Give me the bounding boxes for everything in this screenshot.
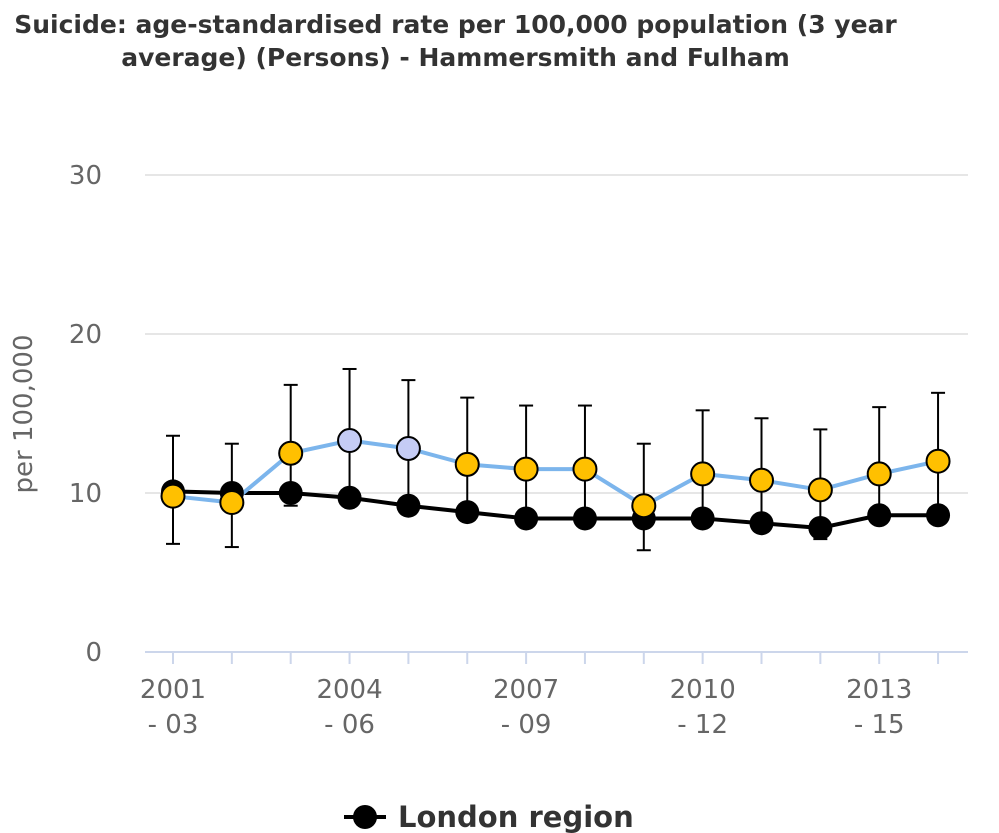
data-point-area[interactable] <box>572 456 598 482</box>
y-tick-label: 10 <box>69 479 102 509</box>
data-point-area[interactable] <box>807 477 833 503</box>
data-point-london-region[interactable] <box>867 503 892 528</box>
y-axis-label: per 100,000 <box>9 335 39 494</box>
data-point-london-region[interactable] <box>396 493 421 518</box>
data-point-area[interactable] <box>749 467 774 493</box>
x-tick-label: 2013- 15 <box>846 675 912 740</box>
x-axis-tick-labels: 2001- 03 2004- 06 2007- 09 2010- 12 2013- 15 <box>140 675 912 740</box>
data-point-london-region[interactable] <box>690 506 715 531</box>
data-point-london-region[interactable] <box>278 481 303 505</box>
data-point-london-region[interactable] <box>808 515 833 540</box>
data-point-area[interactable] <box>690 461 716 487</box>
y-tick-label: 0 <box>85 638 102 668</box>
x-tick-label: 2007- 09 <box>493 675 559 740</box>
x-axis <box>145 651 968 664</box>
data-point-area[interactable] <box>513 456 539 482</box>
chart-title: Suicide: age-standardised rate per 100,0… <box>0 8 911 74</box>
data-point-london-region[interactable] <box>337 485 362 510</box>
data-point-london-region[interactable] <box>455 500 480 525</box>
data-point-london-region[interactable] <box>572 506 597 531</box>
legend-label-london-region: London region <box>398 800 634 833</box>
data-point-area[interactable] <box>219 490 245 516</box>
data-point-area[interactable] <box>631 493 657 519</box>
x-tick-label: 2004- 06 <box>316 675 382 740</box>
y-tick-label: 20 <box>69 320 102 350</box>
data-point-area[interactable] <box>160 483 186 509</box>
data-point-area[interactable] <box>337 428 363 454</box>
legend[interactable]: London region <box>344 800 634 833</box>
x-tick-label: 2010- 12 <box>670 675 736 740</box>
data-point-london-region[interactable] <box>926 503 951 528</box>
data-point-area[interactable] <box>925 448 951 474</box>
data-point-area[interactable] <box>454 451 480 477</box>
data-point-area[interactable] <box>278 440 304 466</box>
y-tick-label: 30 <box>69 161 102 191</box>
data-points <box>160 428 951 540</box>
chart-title-line-1: Suicide: age-standardised rate per 100,0… <box>14 10 897 39</box>
data-point-london-region[interactable] <box>514 506 539 531</box>
gridlines <box>145 174 968 494</box>
data-point-area[interactable] <box>395 435 421 461</box>
y-axis-tick-labels: 0 10 20 30 <box>69 161 102 668</box>
data-point-area[interactable] <box>866 461 892 487</box>
x-tick-label: 2001- 03 <box>140 675 206 740</box>
data-point-london-region[interactable] <box>749 511 774 536</box>
chart-title-line-2: average) (Persons) - Hammersmith and Ful… <box>121 43 790 72</box>
legend-marker-symbol <box>353 805 377 829</box>
